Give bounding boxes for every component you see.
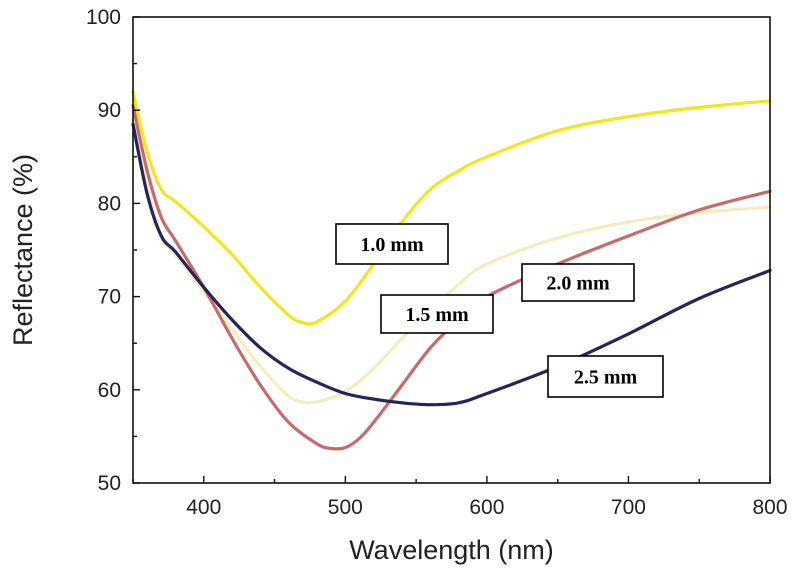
annotation-2-0-mm: 2.0 mm	[521, 263, 635, 302]
annotation-label: 2.5 mm	[574, 367, 638, 389]
annotation-label: 2.0 mm	[546, 273, 610, 295]
annotation-box	[547, 355, 664, 398]
annotation-1-5-mm: 1.5 mm	[380, 294, 494, 334]
y-tick-label: 50	[98, 472, 121, 495]
y-tick-label: 100	[86, 6, 121, 29]
annotation-label: 1.5 mm	[405, 304, 469, 326]
annotation-1-0-mm: 1.0 mm	[335, 223, 449, 265]
x-tick-label: 400	[186, 496, 221, 519]
annotation-box	[521, 263, 635, 302]
x-tick-label: 600	[469, 496, 504, 519]
y-tick-label: 60	[98, 379, 121, 402]
series-line-2-5-mm	[131, 122, 772, 407]
series-lines	[131, 90, 772, 451]
axis-tick-labels: 400 500 600 700 800 50 60 70 80 90 100	[86, 6, 788, 519]
annotation-box	[380, 294, 494, 334]
series-annotations: 1.0 mm 1.5 mm 2.0 mm 2.5 mm	[335, 223, 664, 398]
y-tick-label: 70	[98, 286, 121, 309]
series-line-1-0-mm	[131, 90, 772, 326]
x-tick-label: 500	[328, 496, 363, 519]
axis-ticks	[132, 16, 771, 484]
y-tick-label: 80	[98, 192, 121, 215]
annotation-label: 1.0 mm	[360, 234, 424, 256]
x-tick-label: 700	[611, 496, 646, 519]
x-tick-label: 800	[752, 496, 787, 519]
annotation-2-5-mm: 2.5 mm	[547, 355, 664, 398]
y-axis-label: Reflectance (%)	[8, 154, 38, 346]
y-tick-label: 90	[98, 99, 121, 122]
series-line-1-5-mm	[131, 117, 772, 405]
annotation-box	[335, 223, 449, 265]
series-line-2-0-mm	[131, 103, 772, 451]
x-axis-label: Wavelength (nm)	[349, 535, 554, 565]
